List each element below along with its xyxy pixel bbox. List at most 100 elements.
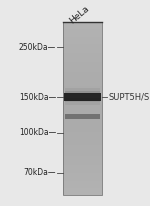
Bar xyxy=(63,37,102,38)
Bar xyxy=(63,24,102,25)
Bar xyxy=(63,88,102,89)
Bar xyxy=(63,78,102,79)
Bar xyxy=(63,51,102,52)
Bar xyxy=(63,152,102,153)
Bar xyxy=(63,131,102,132)
Bar xyxy=(63,166,102,167)
Bar xyxy=(63,180,102,181)
Bar xyxy=(63,71,102,72)
Bar xyxy=(63,98,102,99)
Bar xyxy=(63,84,102,85)
Bar xyxy=(63,50,102,51)
Bar xyxy=(63,31,102,32)
Bar xyxy=(63,173,102,174)
Bar xyxy=(63,171,102,172)
Bar xyxy=(63,56,102,57)
Bar xyxy=(63,60,102,61)
Bar xyxy=(63,143,102,144)
Bar xyxy=(63,158,102,159)
Bar xyxy=(63,69,102,70)
Text: SUPT5H/SPT5: SUPT5H/SPT5 xyxy=(108,93,150,102)
Bar xyxy=(63,91,102,92)
Bar xyxy=(63,96,102,97)
Bar xyxy=(65,98,100,102)
Bar xyxy=(63,134,102,135)
Bar xyxy=(63,164,102,165)
Bar xyxy=(63,145,102,146)
Bar xyxy=(63,41,102,42)
Bar xyxy=(63,66,102,67)
Bar xyxy=(63,179,102,180)
Text: HeLa: HeLa xyxy=(68,4,91,25)
Bar xyxy=(63,112,102,113)
Bar xyxy=(63,102,102,103)
Bar xyxy=(63,127,102,128)
Bar xyxy=(63,147,102,148)
Bar xyxy=(63,188,102,189)
Bar xyxy=(63,183,102,184)
Bar xyxy=(63,175,102,176)
Bar xyxy=(63,63,102,64)
Bar xyxy=(63,138,102,139)
Bar xyxy=(63,68,102,69)
Text: 250kDa—: 250kDa— xyxy=(19,43,56,52)
Bar xyxy=(63,142,102,143)
Bar xyxy=(63,49,102,50)
Bar xyxy=(63,83,102,84)
Bar xyxy=(63,23,102,24)
Bar xyxy=(63,137,102,138)
Bar xyxy=(63,190,102,191)
Bar xyxy=(63,33,102,34)
Bar xyxy=(63,32,102,33)
Bar xyxy=(63,42,102,43)
Bar xyxy=(65,114,100,119)
Bar xyxy=(63,156,102,157)
Bar xyxy=(63,44,102,45)
Bar xyxy=(63,110,102,111)
Bar xyxy=(63,159,102,160)
Bar xyxy=(63,54,102,55)
Bar xyxy=(63,120,102,121)
Bar xyxy=(63,65,102,66)
Bar xyxy=(63,181,102,182)
Text: 100kDa—: 100kDa— xyxy=(19,128,56,137)
Bar xyxy=(63,162,102,163)
Bar xyxy=(63,95,102,96)
Bar xyxy=(63,116,102,117)
Bar xyxy=(63,108,102,109)
Bar xyxy=(63,100,102,101)
Bar xyxy=(63,72,102,73)
Bar xyxy=(63,126,102,127)
Bar xyxy=(63,148,102,149)
Bar xyxy=(63,193,102,194)
Bar xyxy=(63,101,102,102)
Bar xyxy=(63,58,102,59)
Bar xyxy=(63,168,102,169)
Bar xyxy=(63,172,102,173)
Bar xyxy=(63,123,102,124)
Bar xyxy=(63,176,102,177)
Bar xyxy=(63,169,102,170)
Bar xyxy=(63,77,102,78)
Bar xyxy=(63,55,102,56)
Bar xyxy=(63,150,102,151)
Bar xyxy=(63,92,102,93)
Bar xyxy=(63,155,102,156)
Bar xyxy=(63,117,102,118)
Bar xyxy=(63,105,102,106)
Bar xyxy=(63,118,102,119)
Bar xyxy=(63,192,102,193)
Bar xyxy=(63,47,102,48)
Bar xyxy=(63,163,102,164)
Bar xyxy=(63,90,102,91)
Bar xyxy=(63,52,102,53)
Bar xyxy=(63,67,102,68)
Bar xyxy=(63,70,102,71)
Bar xyxy=(63,22,102,23)
Bar xyxy=(63,130,102,131)
Bar xyxy=(63,161,102,162)
Bar xyxy=(63,189,102,190)
Bar xyxy=(63,170,102,171)
Bar xyxy=(63,73,102,74)
Bar xyxy=(63,87,102,88)
